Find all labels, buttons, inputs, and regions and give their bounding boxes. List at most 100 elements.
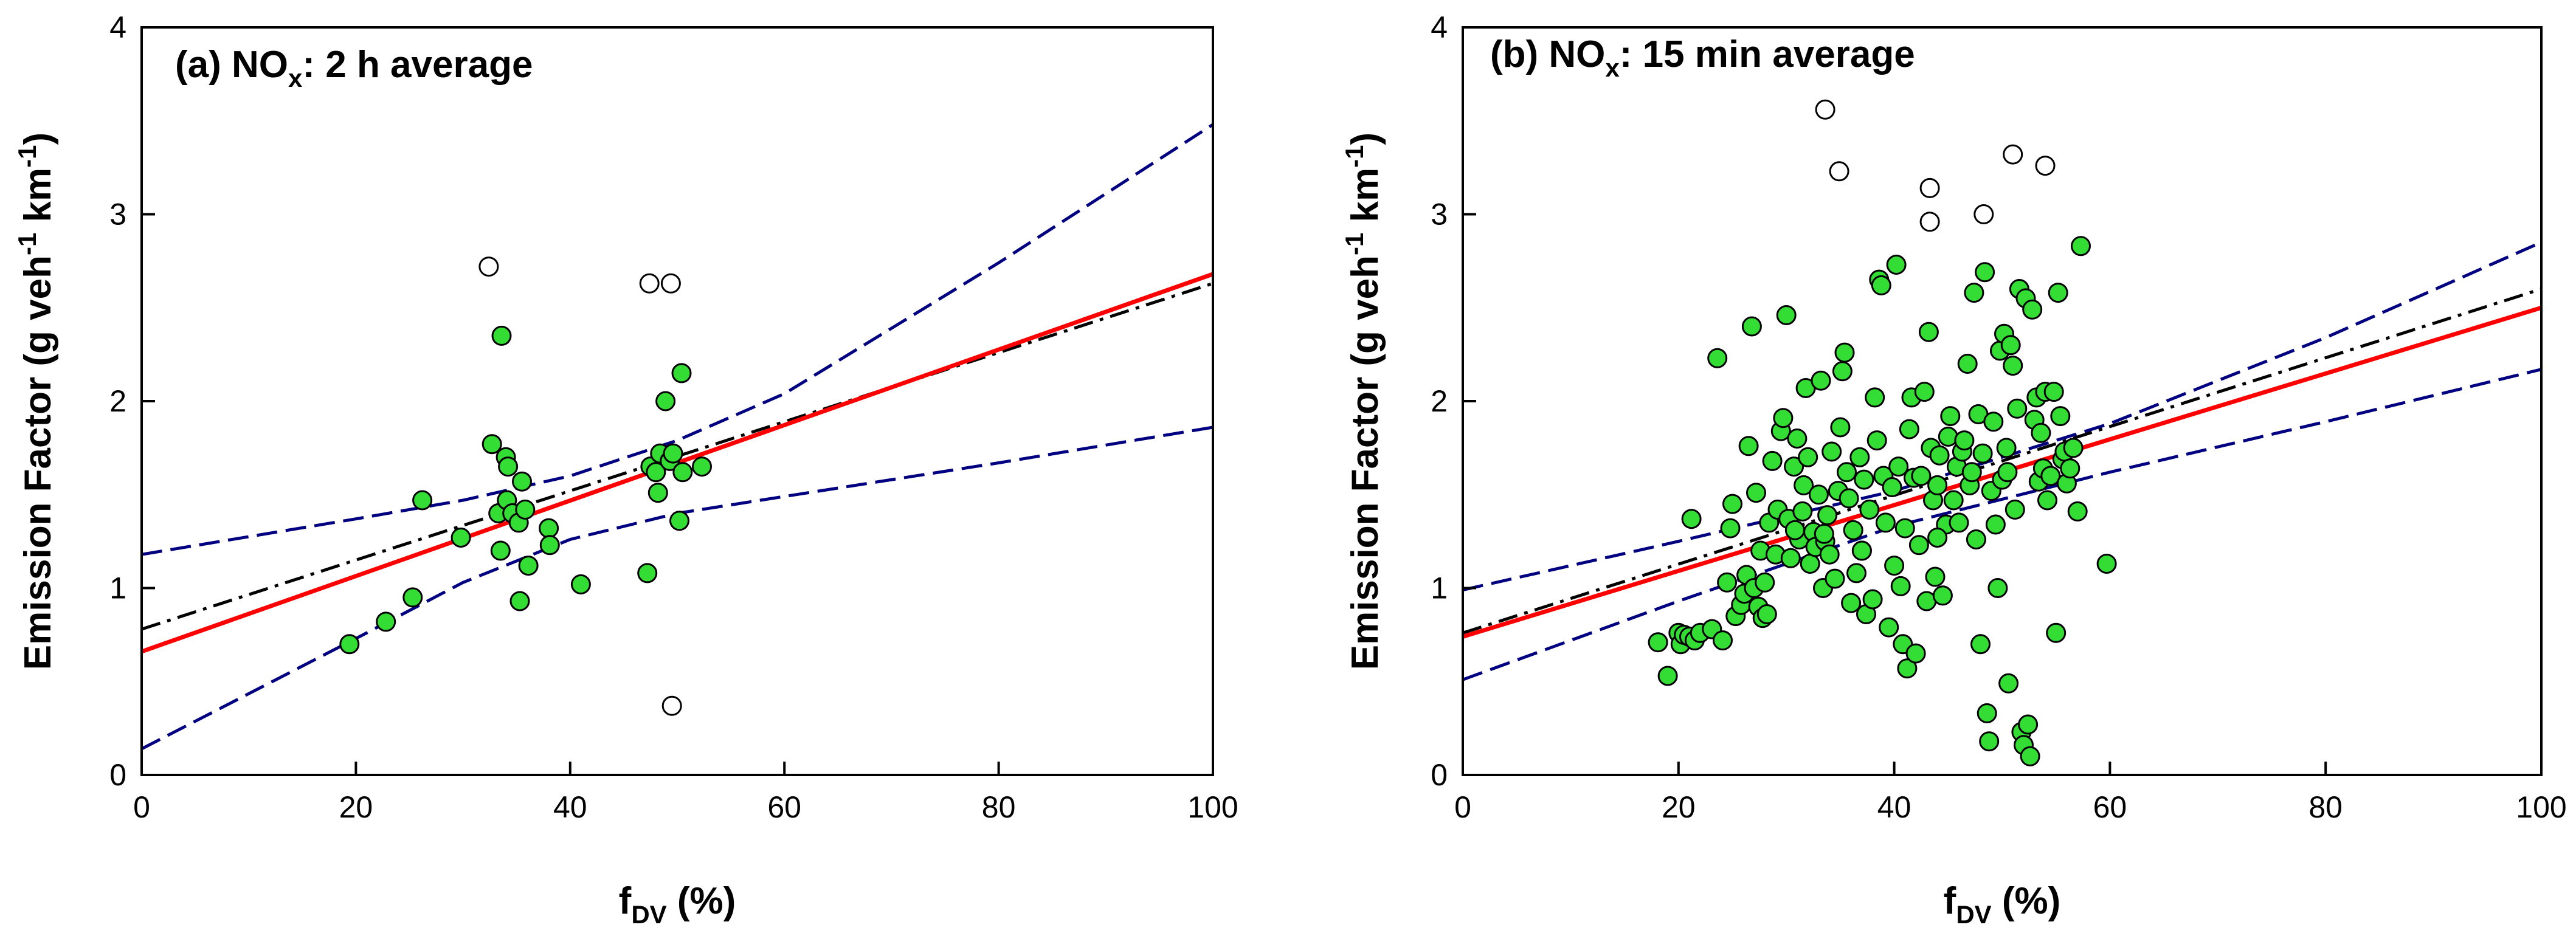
x-tick-label-a: 60 — [767, 790, 801, 824]
ticks-a: 0 20 40 60 80 100 0 1 2 3 4 — [109, 10, 1238, 824]
data-point-a — [669, 511, 689, 531]
upper-confidence-band-line-b — [1462, 241, 2543, 592]
data-point-b — [1899, 419, 1919, 439]
outlier-point-b — [1815, 99, 1835, 120]
data-point-b — [1886, 255, 1907, 275]
data-point-b — [1756, 604, 1777, 624]
data-point-b — [1792, 501, 1813, 522]
plot-frame-a — [140, 26, 1214, 776]
y-tick-label-b: 0 — [1431, 758, 1448, 792]
outlier-point-a — [478, 256, 499, 277]
data-point-b — [1927, 475, 1948, 495]
fit-line-b — [1462, 287, 2542, 635]
data-point-b — [1970, 634, 1991, 655]
data-point-a — [671, 363, 692, 384]
plot-layer-a — [140, 123, 1214, 751]
data-point-b — [1839, 488, 1859, 509]
data-point-b — [2005, 499, 2025, 520]
data-point-b — [1918, 322, 1939, 342]
data-point-b — [1851, 540, 1872, 561]
data-point-b — [1800, 554, 1820, 574]
x-axis-title-a: fDV (%) — [619, 880, 736, 929]
data-point-b — [1966, 529, 1986, 549]
outlier-point-b — [1829, 161, 1849, 182]
data-point-b — [1888, 456, 1909, 477]
data-point-a — [491, 325, 512, 346]
data-point-b — [2031, 422, 2051, 443]
x-tick-label-a: 0 — [133, 790, 150, 824]
data-point-b — [1979, 731, 2000, 752]
data-point-b — [2060, 458, 2080, 479]
lower-confidence-band-line-b — [1462, 368, 2542, 681]
data-point-a — [412, 490, 433, 511]
data-point-b — [1884, 556, 1905, 576]
data-point-b — [2020, 746, 2040, 766]
data-point-b — [1830, 417, 1851, 438]
data-point-b — [1997, 462, 2018, 483]
data-point-b — [1972, 443, 1993, 464]
data-point-b — [1773, 408, 1794, 429]
data-point-b — [1713, 630, 1733, 651]
data-point-b — [1943, 490, 1964, 511]
data-point-b — [1938, 426, 1958, 447]
data-point-b — [1814, 523, 1834, 544]
data-point-b — [1825, 568, 1845, 589]
outlier-point-b — [1919, 212, 1940, 232]
x-tick-label-b: 100 — [2516, 790, 2566, 824]
data-point-a — [647, 483, 668, 503]
x-tick-label-a: 100 — [1187, 790, 1238, 824]
data-point-b — [1975, 262, 1995, 283]
x-tick-label-a: 20 — [339, 790, 373, 824]
data-point-b — [1862, 589, 1883, 610]
data-point-b — [1854, 469, 1874, 490]
data-point-b — [1929, 445, 1950, 466]
data-point-b — [1905, 643, 1926, 664]
data-point-b — [1849, 447, 1870, 467]
panel-title-a: (a) NOx: 2 h average — [175, 44, 533, 92]
data-point-b — [1794, 475, 1814, 495]
data-point-b — [2063, 438, 2084, 458]
data-point-b — [1875, 512, 1896, 533]
y-tick-label-a: 4 — [109, 10, 126, 44]
data-point-b — [1822, 441, 1842, 462]
data-point-b — [1832, 361, 1853, 382]
data-point-b — [1859, 499, 1880, 520]
y-tick-label-a: 2 — [109, 384, 126, 418]
data-point-b — [2050, 406, 2071, 427]
data-point-b — [1746, 483, 1766, 503]
y-tick-label-a: 1 — [109, 571, 126, 605]
data-point-b — [1834, 342, 1855, 363]
data-point-a — [376, 611, 396, 632]
data-point-b — [1780, 548, 1801, 568]
ticks-b: 0 20 40 60 80 100 0 1 2 3 4 — [1431, 10, 2567, 824]
data-point-b — [2003, 356, 2023, 376]
data-point-a — [451, 528, 471, 548]
data-point-b — [1932, 585, 1953, 606]
data-point-b — [1983, 411, 2004, 432]
y-tick-label-a: 0 — [109, 758, 126, 792]
x-tick-label-b: 80 — [2308, 790, 2343, 824]
data-point-b — [1882, 477, 1902, 497]
lower-confidence-band-line-a — [140, 425, 1214, 751]
data-point-a — [402, 587, 423, 608]
data-point-b — [1998, 673, 2019, 694]
data-point-b — [1977, 703, 1997, 723]
data-point-b — [1707, 348, 1728, 368]
data-point-a — [637, 563, 658, 584]
y-tick-label-b: 4 — [1431, 10, 1448, 44]
data-point-b — [1741, 316, 1762, 337]
data-point-b — [1755, 572, 1775, 593]
data-point-b — [2071, 236, 2091, 256]
data-point-b — [1681, 509, 1702, 529]
data-point-b — [1722, 494, 1742, 514]
data-point-b — [1784, 520, 1805, 540]
data-point-a — [482, 434, 502, 455]
data-point-b — [1911, 466, 1932, 486]
data-point-b — [1648, 632, 1668, 653]
data-point-b — [1762, 450, 1783, 471]
data-point-b — [1949, 512, 1969, 533]
data-point-a — [655, 391, 676, 411]
data-point-b — [2022, 299, 2043, 320]
data-point-b — [1890, 576, 1911, 596]
data-point-b — [1908, 535, 1929, 556]
